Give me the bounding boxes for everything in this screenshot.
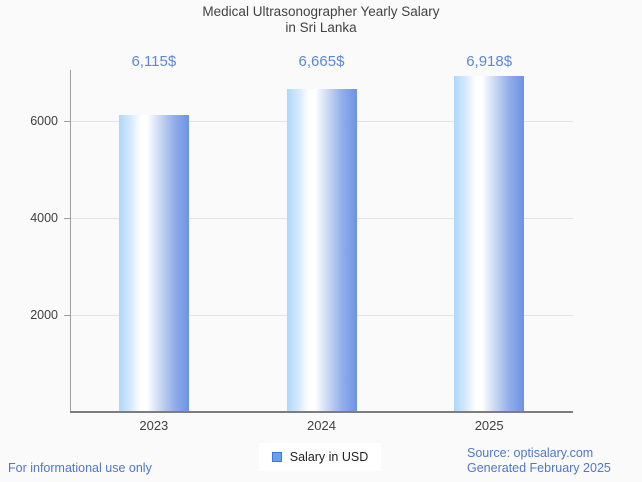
y-tick-6000 [64,121,70,122]
source-text: Source: optisalary.com [467,446,594,460]
x-tick-label-2025: 2025 [474,418,504,433]
y-tick-label-6000: 6000 [30,114,58,128]
bar-2023[interactable] [118,115,189,412]
legend-swatch-icon [271,452,282,462]
x-tick-label-2024: 2024 [307,418,336,433]
chart-title-line2: in Sri Lanka [285,19,357,35]
value-label-2025: 6,918$ [466,53,513,70]
value-label-2023: 6,115$ [131,53,177,70]
y-tick-label-2000: 2000 [30,308,58,322]
bar-2025[interactable] [454,76,525,412]
x-tick-label-2023: 2023 [139,418,169,433]
legend-label: Salary in USD [289,450,369,464]
legend[interactable]: Salary in USD [259,443,381,471]
chart-title-line1: Medical Ultrasonographer Yearly Salary [202,4,440,19]
source-block: Source: optisalary.com Generated Februar… [467,446,611,476]
y-tick-label-4000: 4000 [30,211,58,225]
y-axis-line [70,70,71,412]
y-tick-4000 [64,218,70,219]
y-tick-2000 [64,315,70,316]
disclaimer-text: For informational use only [8,461,152,475]
x-axis-line [70,411,573,413]
bar-2024[interactable] [286,88,357,412]
value-label-2024: 6,665$ [298,53,345,70]
chart-title: Medical Ultrasonographer Yearly Salary i… [0,4,642,35]
generated-text: Generated February 2025 [467,461,611,475]
